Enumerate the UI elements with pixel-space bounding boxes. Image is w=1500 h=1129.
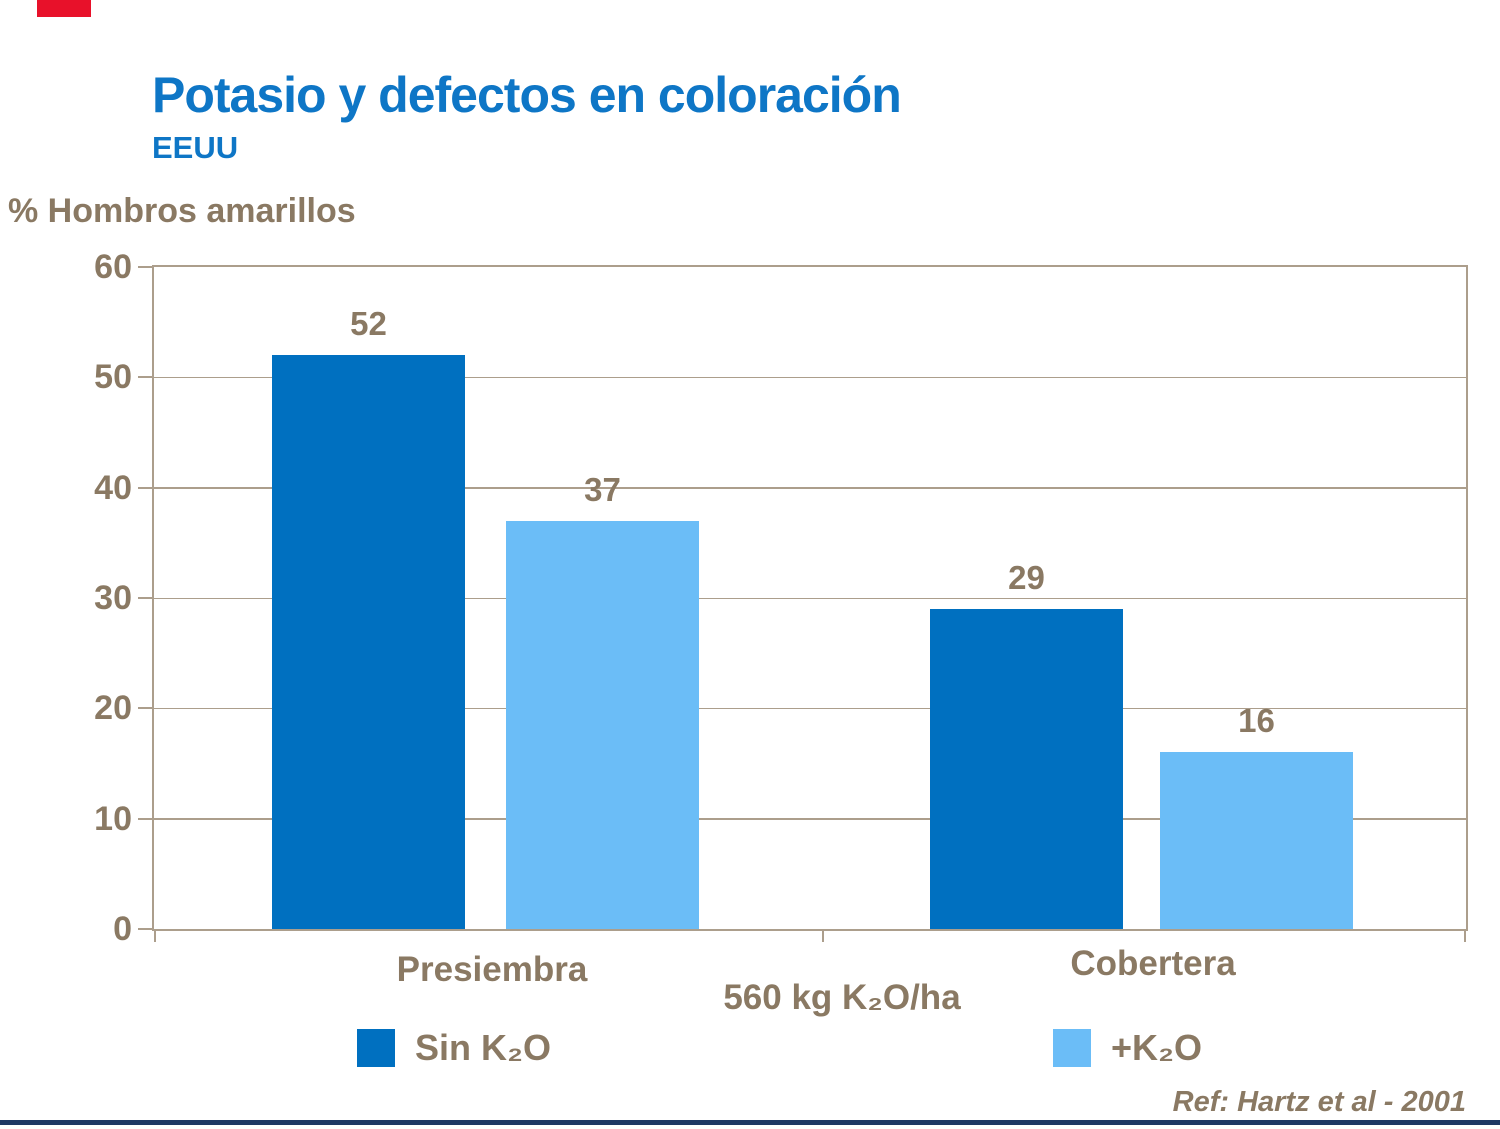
bar-value-label: 29 <box>1008 559 1045 597</box>
y-axis-tick-mark <box>138 597 152 599</box>
bottom-accent-bar <box>0 1120 1500 1125</box>
x-axis-label-cobertera: Cobertera <box>1070 944 1236 983</box>
y-axis-tick-label: 10 <box>94 799 132 838</box>
red-accent-block <box>37 0 91 17</box>
y-axis-tick-mark <box>138 817 152 820</box>
x-axis-label-presiembra: Presiembra <box>396 950 588 989</box>
y-axis-title: % Hombros amarillos <box>8 192 356 230</box>
y-axis-tick-label: 30 <box>94 579 132 617</box>
bar-SinKO-Cobertera <box>930 609 1123 929</box>
slide-title: Potasio y defectos en coloración <box>152 67 902 123</box>
reference-citation: Ref: Hartz et al - 2001 <box>1172 1086 1466 1118</box>
x-axis-center-note: 560 kg K₂O/ha <box>723 978 961 1017</box>
y-axis-tick-mark <box>138 376 152 379</box>
y-axis-tick-mark <box>138 707 152 710</box>
x-axis-tick-mark <box>1464 929 1466 942</box>
y-axis-tick-label: 20 <box>94 689 132 728</box>
bar-+KO-Cobertera <box>1160 752 1353 929</box>
slide-subtitle: EEUU <box>152 130 239 165</box>
plot-area: 52 29 37 16 <box>152 265 1468 931</box>
gridline-10 <box>154 818 1466 820</box>
bar-value-label: 52 <box>350 305 387 343</box>
y-axis-tick-mark <box>138 928 152 930</box>
y-axis-tick-label: 40 <box>94 468 132 507</box>
legend-item-sin-k2o: Sin K₂O <box>357 1027 552 1068</box>
gridline-50 <box>154 376 1466 379</box>
x-axis-tick-mark <box>822 929 824 942</box>
gridline-30 <box>154 597 1466 599</box>
legend-swatch-dark-blue <box>357 1029 395 1067</box>
y-axis-tick-label: 50 <box>94 358 132 397</box>
x-axis-tick-mark <box>154 929 156 942</box>
bar-+KO-Presiembra <box>506 520 699 929</box>
bar-value-label: 16 <box>1238 702 1275 740</box>
y-axis-tick-label: 60 <box>94 248 132 286</box>
legend-swatch-light-blue <box>1053 1029 1091 1067</box>
bar-value-label: 37 <box>584 470 621 508</box>
gridline-40 <box>154 487 1466 489</box>
legend-label-sin-k2o: Sin K₂O <box>415 1027 552 1068</box>
legend-label-plus-k2o: +K₂O <box>1111 1027 1203 1068</box>
bar-SinKO-Presiembra <box>272 355 465 929</box>
gridline-20 <box>154 707 1466 710</box>
y-axis-tick-mark <box>138 266 152 268</box>
y-axis-tick-mark <box>138 486 152 489</box>
y-axis-tick-label: 0 <box>113 910 132 948</box>
legend-item-plus-k2o: +K₂O <box>1053 1027 1203 1068</box>
